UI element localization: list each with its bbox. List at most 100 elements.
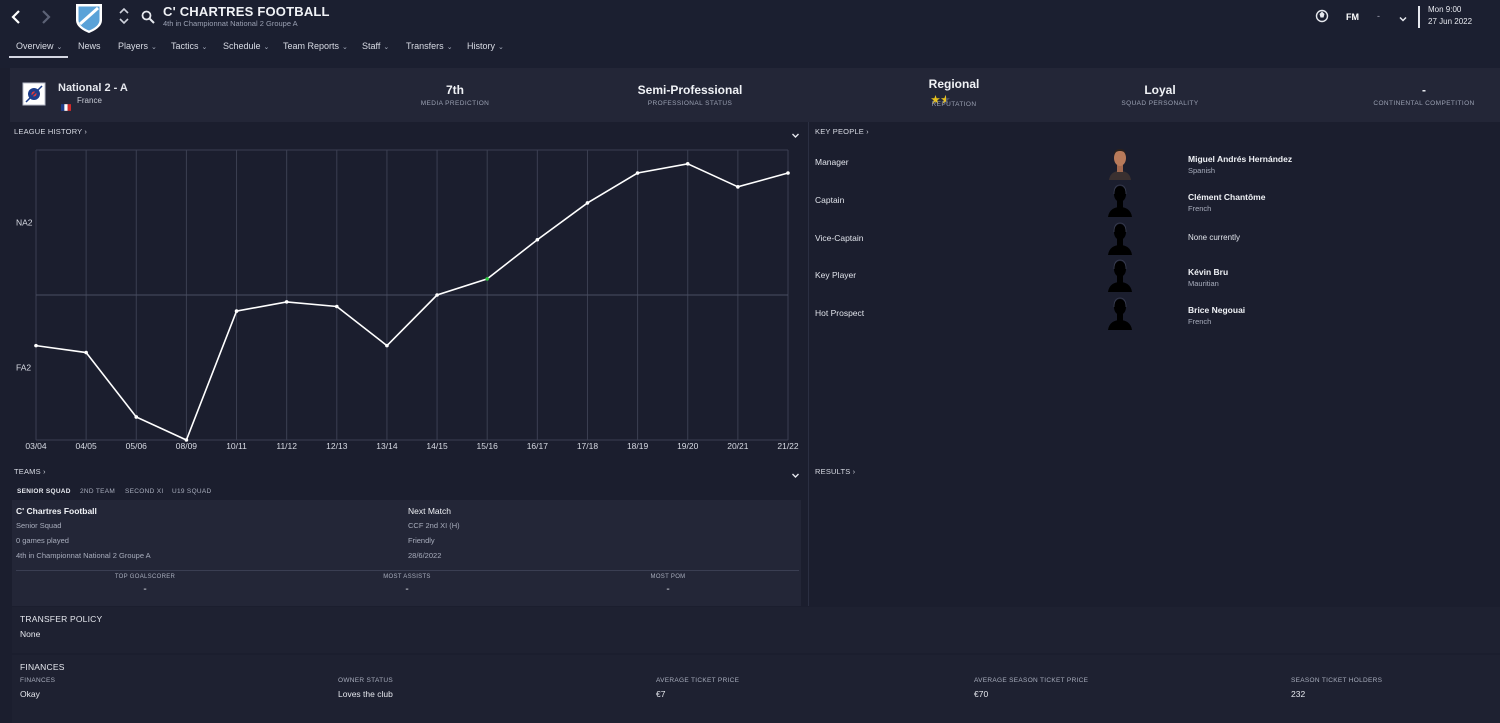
chart-data-point [585,201,590,205]
reputation-stars [904,91,1004,104]
chart-data-point [234,309,239,313]
search-icon[interactable] [141,10,155,24]
hot-prospect-nationality: French [1188,317,1212,326]
top-goalscorer-label: TOP GOALSCORER [114,574,176,580]
menu-active-underline [9,56,68,58]
manager-photo[interactable] [1106,146,1134,180]
chart-data-point [284,300,289,304]
key-people-header[interactable]: KEY PEOPLE › [815,127,869,136]
tab-senior-squad[interactable]: SENIOR SQUAD [17,488,71,495]
chevron-down-icon[interactable] [1398,11,1408,22]
next-match-type: Friendly [408,536,435,545]
collapse-chevron-icon[interactable] [791,467,800,478]
x-tick-label: 08/09 [176,441,198,451]
menu-news[interactable]: News [78,41,101,51]
chart-data-point [435,293,439,297]
tab-u19-squad[interactable]: U19 SQUAD [172,488,212,495]
vice-captain-none: None currently [1188,233,1241,242]
chart-data-point [485,277,490,281]
menu-staff[interactable]: Staff ⌄ [362,41,390,51]
top-bar [0,0,1500,68]
hot-prospect-silhouette-icon[interactable] [1106,296,1134,330]
menu-schedule[interactable]: Schedule ⌄ [223,41,270,51]
chart-data-point [34,343,38,348]
finances-title: FINANCES [20,662,65,672]
league-name[interactable]: National 2 - A [58,82,128,94]
x-tick-label: 12/13 [326,441,348,451]
collapse-chevron-icon[interactable] [791,127,800,138]
x-tick-label: 21/22 [777,441,799,451]
club-subtitle: 4th in Championnat National 2 Groupe A [163,19,298,28]
hot-prospect-name[interactable]: Brice Negouai [1188,305,1246,315]
x-tick-label: 19/20 [677,441,699,451]
captain-silhouette-icon[interactable] [1106,183,1134,217]
league-badge-icon[interactable] [22,82,46,106]
role-manager: Manager [815,157,849,167]
next-match-date: 28/6/2022 [408,551,442,560]
chart-data-point [736,185,740,189]
key-player-nationality: Mauritian [1188,279,1219,288]
key-player-name[interactable]: Kévin Bru [1188,267,1229,277]
menu-players[interactable]: Players ⌄ [118,41,157,51]
summary-strip [10,68,1500,122]
avg-season-ticket-value: €70 [974,689,989,699]
owner-status-value: Loves the club [338,689,393,699]
teams-header[interactable]: TEAMS › [14,467,46,476]
chart-data-point [134,415,139,419]
league-history-chart: NA2 FA2 03/04 04/05 05/06 08/09 10/11 11/12 12/1… [16,149,799,451]
x-tick-label: 13/14 [376,441,398,451]
squad-personality: Loyal SQUAD PERSONALITY [1121,83,1199,107]
role-key-player: Key Player [815,270,857,280]
menu-tactics[interactable]: Tactics ⌄ [171,41,208,51]
continue-bar[interactable] [1418,6,1420,28]
club-crest-icon[interactable] [74,2,104,34]
avg-ticket-label: AVERAGE TICKET PRICE [656,677,740,684]
avg-season-ticket-label: AVERAGE SEASON TICKET PRICE [974,677,1089,684]
chart-data-point [385,343,389,348]
switch-club-arrows-icon[interactable] [118,6,130,26]
role-hot-prospect: Hot Prospect [815,308,865,318]
most-assists-value: - [405,584,409,595]
france-flag-icon [61,98,71,111]
menu-overview[interactable]: Overview ⌄ [16,41,63,51]
tab-second-xi[interactable]: SECOND XI [125,488,164,495]
world-ball-icon[interactable] [1315,9,1329,23]
fm-status: - [1377,11,1380,21]
chart-data-point [335,304,339,309]
menu-transfers[interactable]: Transfers ⌄ [406,41,453,51]
captain-name[interactable]: Clément Chantôme [1188,192,1266,202]
owner-status-label: OWNER STATUS [338,677,393,684]
menu-team-reports[interactable]: Team Reports ⌄ [283,41,348,51]
fm-logo[interactable]: FM [1346,12,1359,22]
most-pom-value: - [666,584,670,595]
next-match-opponent[interactable]: CCF 2nd XI (H) [408,521,460,530]
manager-name[interactable]: Miguel Andrés Hernández [1188,154,1293,164]
y-tick-label: FA2 [16,363,31,373]
professional-status: Semi-Professional PROFESSIONAL STATUS [637,83,743,107]
avg-ticket-value: €7 [656,689,666,699]
transfer-policy-value: None [20,629,41,639]
squad-name[interactable]: C' Chartres Football [16,506,97,516]
most-pom-label: MOST POM [650,574,686,580]
vice-captain-silhouette-icon [1106,221,1134,255]
league-history-header[interactable]: LEAGUE HISTORY › [14,127,88,136]
x-tick-label: 16/17 [527,441,549,451]
x-tick-label: 14/15 [426,441,448,451]
back-arrow-icon[interactable] [8,9,24,25]
league-position-line [35,162,789,442]
forward-arrow-icon[interactable] [38,9,54,25]
menu-history[interactable]: History ⌄ [467,41,504,51]
tab-2nd-team[interactable]: 2ND TEAM [80,488,116,495]
chart-data-point [184,438,189,442]
x-tick-label: 05/06 [126,441,148,451]
league-country: France [77,96,102,105]
chart-data-point [685,162,690,166]
key-player-silhouette-icon[interactable] [1106,258,1134,292]
panel-divider [808,122,809,606]
x-tick-label: 03/04 [25,441,47,451]
results-header[interactable]: RESULTS › [815,467,856,476]
game-time: Mon 9:00 [1428,5,1462,14]
finances-label: FINANCES [20,677,56,684]
x-tick-label: 18/19 [627,441,649,451]
continental-competition: - CONTINENTAL COMPETITION [1373,83,1475,107]
